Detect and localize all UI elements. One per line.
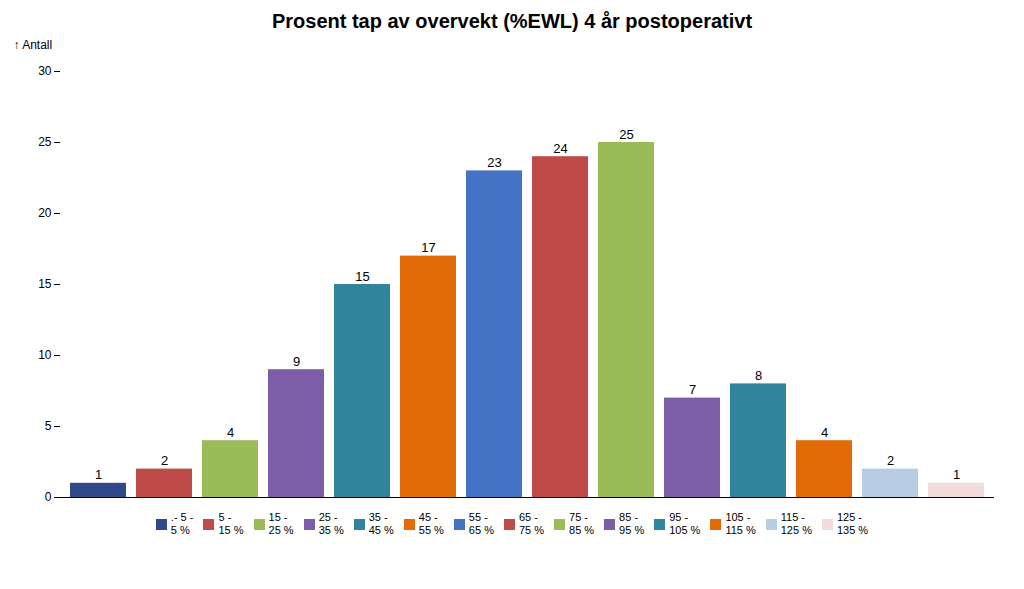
- svg-text:4: 4: [821, 425, 828, 440]
- html-text:25 - 35 %: 25 - 35 %: [318, 511, 344, 537]
- html-text:55 - 65 %: 55 - 65 %: [468, 511, 494, 537]
- svg-text:8: 8: [755, 368, 762, 383]
- svg-text:24: 24: [553, 141, 567, 156]
- svg-text:4: 4: [227, 425, 234, 440]
- html-text:95 - 105 %: 95 - 105 %: [669, 511, 701, 537]
- svg-text:5: 5: [45, 419, 52, 433]
- svg-text:30: 30: [38, 64, 52, 78]
- html-text:75 - 85 %: 75 - 85 %: [569, 511, 595, 537]
- html-text:115 - 125 %: 115 - 125 %: [780, 511, 812, 537]
- svg-text:17: 17: [421, 240, 435, 255]
- svg-text:20: 20: [38, 206, 52, 220]
- svg-text:25: 25: [38, 135, 52, 149]
- html-text:15 - 25 %: 15 - 25 %: [268, 511, 294, 537]
- svg-text:2: 2: [887, 453, 894, 468]
- svg-text:1: 1: [95, 467, 102, 482]
- html-text:.- 5 - 5 %: .- 5 - 5 %: [170, 511, 194, 537]
- svg-text:9: 9: [293, 354, 300, 369]
- svg-text:1: 1: [953, 467, 960, 482]
- svg-text:15: 15: [38, 277, 52, 291]
- html-text:65 - 75 %: 65 - 75 %: [518, 511, 544, 537]
- svg-text:10: 10: [38, 348, 52, 362]
- html-text:105 - 115 %: 105 - 115 %: [725, 511, 756, 537]
- svg-text:2: 2: [161, 453, 168, 468]
- html-text:35 - 45 %: 35 - 45 %: [368, 511, 394, 537]
- html-text:Prosent tap av overvekt (%EWL): Prosent tap av overvekt (%EWL) 4 år post…: [271, 10, 753, 32]
- svg-text:23: 23: [487, 155, 501, 170]
- svg-text:15: 15: [355, 269, 369, 284]
- html-text:125 - 135 %: 125 - 135 %: [837, 511, 869, 537]
- svg-text:0: 0: [45, 490, 52, 504]
- svg-text:25: 25: [619, 127, 633, 142]
- html-text:45 - 55 %: 45 - 55 %: [418, 511, 444, 537]
- html-text:85 - 95 %: 85 - 95 %: [619, 511, 645, 537]
- html-text:5 - 15 %: 5 - 15 %: [218, 511, 244, 537]
- svg-text:↑ Antall: ↑ Antall: [14, 38, 53, 52]
- svg-text:7: 7: [689, 382, 696, 397]
